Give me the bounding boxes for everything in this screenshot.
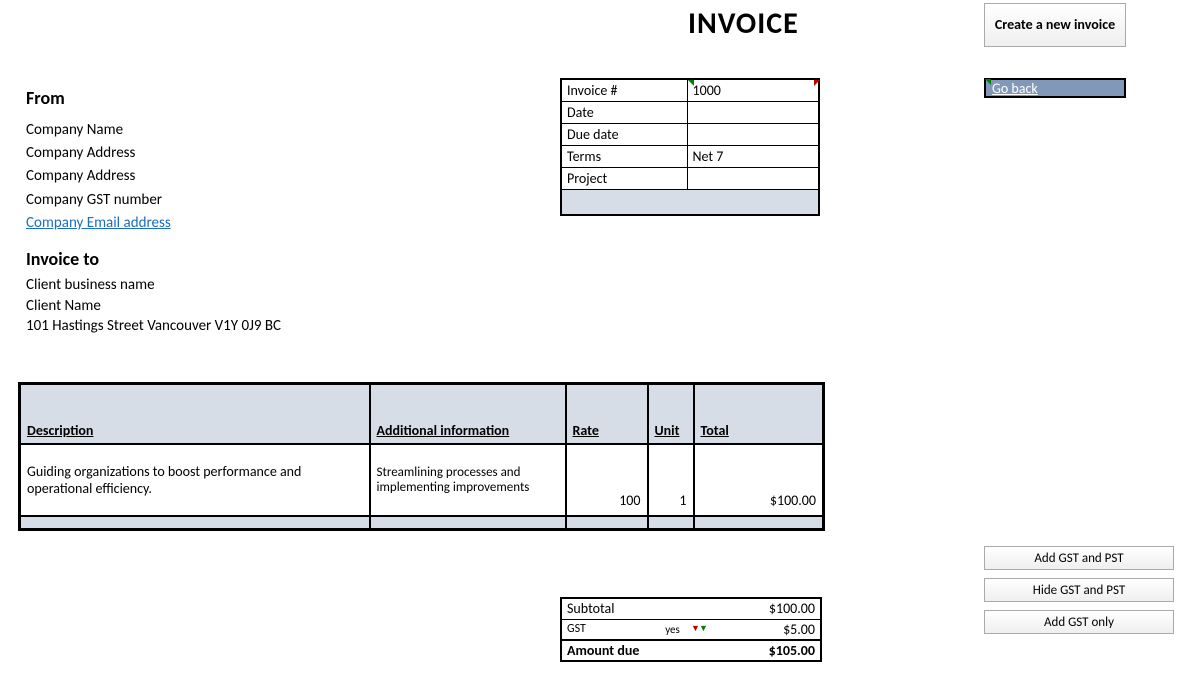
gst-value: $5.00 (719, 619, 821, 640)
meta-spacer-row (561, 189, 819, 215)
from-gst-number: Company GST number (26, 189, 171, 212)
client-business-name: Client business name (26, 275, 281, 295)
invoice-to-block: Invoice to Client business name Client N… (26, 247, 281, 336)
amount-due-value: $105.00 (719, 640, 821, 661)
from-heading: From (26, 85, 171, 113)
from-email-link[interactable]: Company Email address (26, 214, 171, 232)
items-spacer-row (20, 516, 824, 530)
header-description: Description (20, 384, 370, 444)
cell-description[interactable]: Guiding organizations to boost performan… (20, 444, 370, 516)
meta-row-date: Date (561, 101, 819, 123)
invoice-meta-table: Invoice # 1000 Date Due date Terms Net 7… (560, 78, 820, 216)
cell-additional[interactable]: Streamlining processes and implementing … (370, 444, 566, 516)
amount-due-label: Amount due (561, 640, 656, 661)
meta-value[interactable] (687, 101, 819, 123)
add-gst-only-button[interactable]: Add GST only (984, 610, 1174, 634)
tax-action-buttons: Add GST and PST Hide GST and PST Add GST… (984, 546, 1174, 634)
items-header-row: Description Additional information Rate … (20, 384, 824, 444)
meta-row-due-date: Due date (561, 123, 819, 145)
client-address: 101 Hastings Street Vancouver V1Y 0J9 BC (26, 316, 281, 336)
meta-value[interactable] (687, 167, 819, 189)
meta-row-terms: Terms Net 7 (561, 145, 819, 167)
header-additional: Additional information (370, 384, 566, 444)
spacer-cell (689, 598, 719, 619)
go-back-button[interactable]: Go back (984, 78, 1126, 98)
from-company-name: Company Name (26, 119, 171, 142)
subtotal-yn (656, 598, 689, 619)
hide-gst-pst-button[interactable]: Hide GST and PST (984, 578, 1174, 602)
add-gst-pst-button[interactable]: Add GST and PST (984, 546, 1174, 570)
from-address-2: Company Address (26, 165, 171, 188)
cell-marker-icon: ▼ (699, 623, 708, 634)
go-back-label: Go back (992, 80, 1038, 97)
meta-label: Due date (561, 123, 687, 145)
meta-value[interactable]: Net 7 (687, 145, 819, 167)
meta-label: Terms (561, 145, 687, 167)
subtotal-label: Subtotal (561, 598, 656, 619)
create-invoice-button[interactable]: Create a new invoice (984, 3, 1126, 47)
cell-rate[interactable]: 100 (566, 444, 648, 516)
header-rate: Rate (566, 384, 648, 444)
totals-table: Subtotal $100.00 GST yes ▼ ▼ $5.00 Amoun… (560, 597, 822, 662)
table-row: Guiding organizations to boost performan… (20, 444, 824, 516)
from-block: From Company Name Company Address Compan… (26, 85, 171, 235)
gst-label: GST (561, 619, 656, 640)
cell-marker-icon (814, 80, 820, 86)
from-address-1: Company Address (26, 142, 171, 165)
cell-marker-icon (985, 79, 991, 85)
meta-label: Date (561, 101, 687, 123)
meta-row-project: Project (561, 167, 819, 189)
gst-row: GST yes ▼ ▼ $5.00 (561, 619, 821, 640)
cell-total: $100.00 (694, 444, 824, 516)
meta-label: Project (561, 167, 687, 189)
spacer-cell: ▼ ▼ (689, 619, 719, 640)
meta-value[interactable]: 1000 (687, 79, 819, 101)
subtotal-row: Subtotal $100.00 (561, 598, 821, 619)
meta-label: Invoice # (561, 79, 687, 101)
gst-yn[interactable]: yes (656, 619, 689, 640)
subtotal-value: $100.00 (719, 598, 821, 619)
header-total: Total (694, 384, 824, 444)
meta-value[interactable] (687, 123, 819, 145)
cell-marker-icon (688, 80, 694, 86)
invoice-to-heading: Invoice to (26, 247, 281, 271)
line-items-table: Description Additional information Rate … (18, 382, 825, 531)
header-unit: Unit (648, 384, 694, 444)
amount-due-row: Amount due $105.00 (561, 640, 821, 661)
client-name: Client Name (26, 296, 281, 316)
invoice-title: INVOICE (688, 5, 799, 42)
cell-unit[interactable]: 1 (648, 444, 694, 516)
